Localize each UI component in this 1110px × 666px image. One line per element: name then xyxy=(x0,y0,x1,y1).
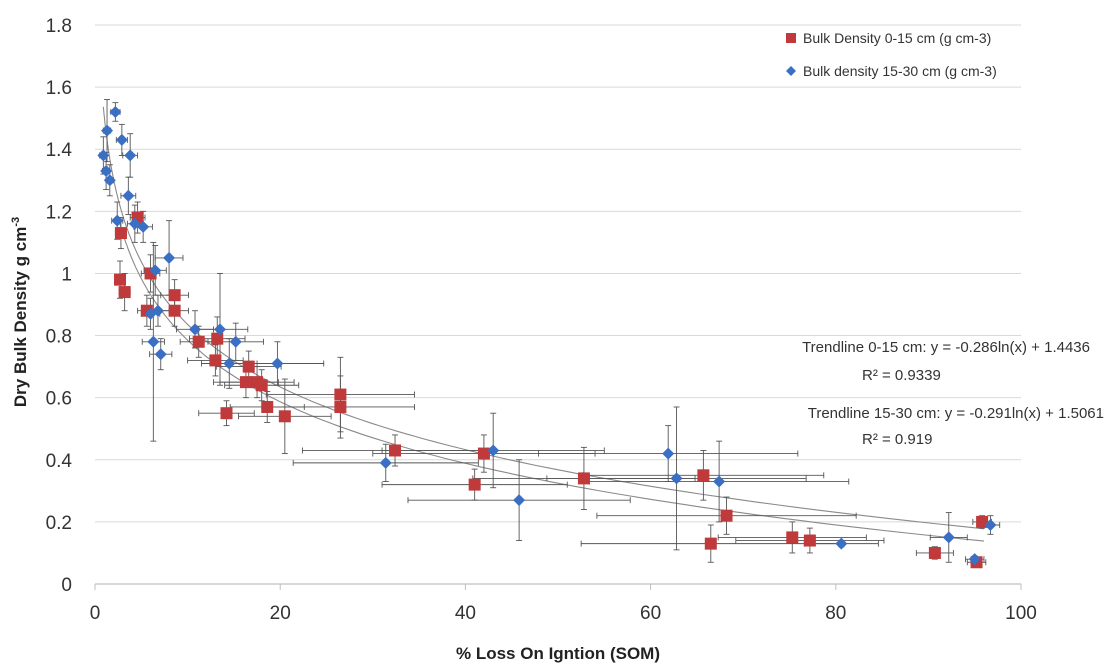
point-0-15-25 xyxy=(704,537,717,550)
error-bar-s1-p15 xyxy=(149,338,173,371)
trendline-r2-15-30: R² = 0.919 xyxy=(862,431,932,448)
point-0-15-13 xyxy=(242,360,255,373)
point-0-15-28 xyxy=(803,534,816,547)
y-axis-title: Dry Bulk Density g cm-3 xyxy=(10,217,30,407)
point-15-30-26 xyxy=(670,472,683,485)
point-15-30-28 xyxy=(835,537,848,550)
point-0-15-0 xyxy=(114,227,127,240)
point-15-30-5 xyxy=(115,133,128,146)
point-15-30-21 xyxy=(271,357,284,370)
point-15-30-29 xyxy=(942,531,955,544)
point-0-15-29 xyxy=(928,546,941,559)
error-bars xyxy=(99,99,1001,566)
point-0-15-10 xyxy=(209,354,222,367)
y-tick-label-5: 1 xyxy=(61,264,72,285)
y-tick-label-6: 1.2 xyxy=(46,202,72,223)
point-15-30-31 xyxy=(984,518,997,531)
y-tick-label-9: 1.8 xyxy=(46,16,72,37)
point-15-30-7 xyxy=(124,149,137,162)
legend-label-0-15: Bulk Density 0-15 cm (g cm-3) xyxy=(803,30,991,46)
y-axis-title-main: Dry Bulk Density g cm xyxy=(11,227,30,407)
y-tick-label-8: 1.6 xyxy=(46,78,72,99)
point-15-30-23 xyxy=(487,444,500,457)
y-axis-title-superscript: -3 xyxy=(10,217,22,227)
y-tick-label-4: 0.8 xyxy=(46,327,72,348)
x-tick-label-0: 0 xyxy=(90,603,101,624)
point-15-30-1 xyxy=(101,124,114,137)
point-0-15-2 xyxy=(118,286,131,299)
point-15-30-12 xyxy=(149,264,162,277)
y-tick-label-7: 1.4 xyxy=(46,140,73,161)
trendline-1 xyxy=(102,106,985,530)
point-15-30-6 xyxy=(111,214,124,227)
point-15-30-3 xyxy=(103,174,116,187)
legend-label-15-30: Bulk density 15-30 cm (g cm-3) xyxy=(803,63,997,79)
trendline-label-0-15: Trendline 0-15 cm: y = -0.286ln(x) + 1.4… xyxy=(802,339,1090,356)
x-tick-label-2: 40 xyxy=(455,603,476,624)
x-tick-label-5: 100 xyxy=(1005,603,1037,624)
point-15-30-24 xyxy=(513,494,526,507)
point-0-15-12 xyxy=(239,376,252,389)
point-0-15-1 xyxy=(114,273,127,286)
y-tick-label-1: 0.2 xyxy=(46,513,72,534)
point-15-30-15 xyxy=(154,348,167,361)
point-0-15-26 xyxy=(720,509,733,522)
point-15-30-25 xyxy=(662,447,675,460)
x-tick-label-3: 60 xyxy=(640,603,661,624)
trendlines xyxy=(102,106,985,542)
point-15-30-18 xyxy=(214,323,227,336)
point-15-30-30 xyxy=(968,553,981,566)
x-tick-label-1: 20 xyxy=(270,603,291,624)
point-0-15-19 xyxy=(334,400,347,413)
trendline-r2-0-15: R² = 0.9339 xyxy=(862,367,941,384)
trendline-0 xyxy=(117,216,985,542)
x-tick-labels: 0 20 40 60 80 100 xyxy=(90,584,1037,624)
point-0-15-21 xyxy=(468,478,481,491)
point-0-15-22 xyxy=(477,447,490,460)
data-points xyxy=(97,105,997,569)
point-0-15-27 xyxy=(786,531,799,544)
point-15-30-16 xyxy=(163,251,176,264)
point-15-30-0 xyxy=(97,149,110,162)
legend: Bulk Density 0-15 cm (g cm-3) Bulk densi… xyxy=(786,30,997,79)
point-0-15-15 xyxy=(255,379,268,392)
point-0-15-23 xyxy=(577,472,590,485)
point-0-15-7 xyxy=(168,304,181,317)
point-15-30-4 xyxy=(109,105,122,118)
y-tick-label-2: 0.4 xyxy=(46,451,73,472)
trendline-label-15-30: Trendline 15-30 cm: y = -0.291ln(x) + 1.… xyxy=(808,405,1104,422)
point-0-15-18 xyxy=(334,388,347,401)
point-0-15-11 xyxy=(220,407,233,420)
point-15-30-22 xyxy=(379,456,392,469)
point-15-30-13 xyxy=(147,335,160,348)
point-15-30-10 xyxy=(137,220,150,233)
point-15-30-14 xyxy=(151,304,164,317)
point-15-30-20 xyxy=(229,335,242,348)
legend-marker-15-30 xyxy=(786,66,796,76)
y-tick-labels: 0 0.2 0.4 0.6 0.8 1 1.2 1.4 1.6 1.8 xyxy=(46,16,73,596)
point-15-30-27 xyxy=(713,475,726,488)
point-15-30-19 xyxy=(223,357,236,370)
x-axis-title: % Loss On Igntion (SOM) xyxy=(456,644,660,663)
y-tick-label-0: 0 xyxy=(61,575,72,596)
point-15-30-2 xyxy=(100,164,113,177)
legend-marker-0-15 xyxy=(786,33,796,43)
point-0-15-24 xyxy=(697,469,710,482)
trendline-annotations: Trendline 0-15 cm: y = -0.286ln(x) + 1.4… xyxy=(802,339,1104,448)
point-0-15-20 xyxy=(389,444,402,457)
point-0-15-9 xyxy=(211,332,224,345)
point-15-30-17 xyxy=(189,323,202,336)
point-0-15-16 xyxy=(261,400,274,413)
point-0-15-6 xyxy=(168,289,181,302)
point-0-15-8 xyxy=(192,335,205,348)
grid-lines xyxy=(95,24,1021,523)
point-0-15-17 xyxy=(278,410,291,423)
y-tick-label-3: 0.6 xyxy=(46,389,72,410)
point-15-30-8 xyxy=(122,189,135,202)
x-tick-label-4: 80 xyxy=(825,603,846,624)
